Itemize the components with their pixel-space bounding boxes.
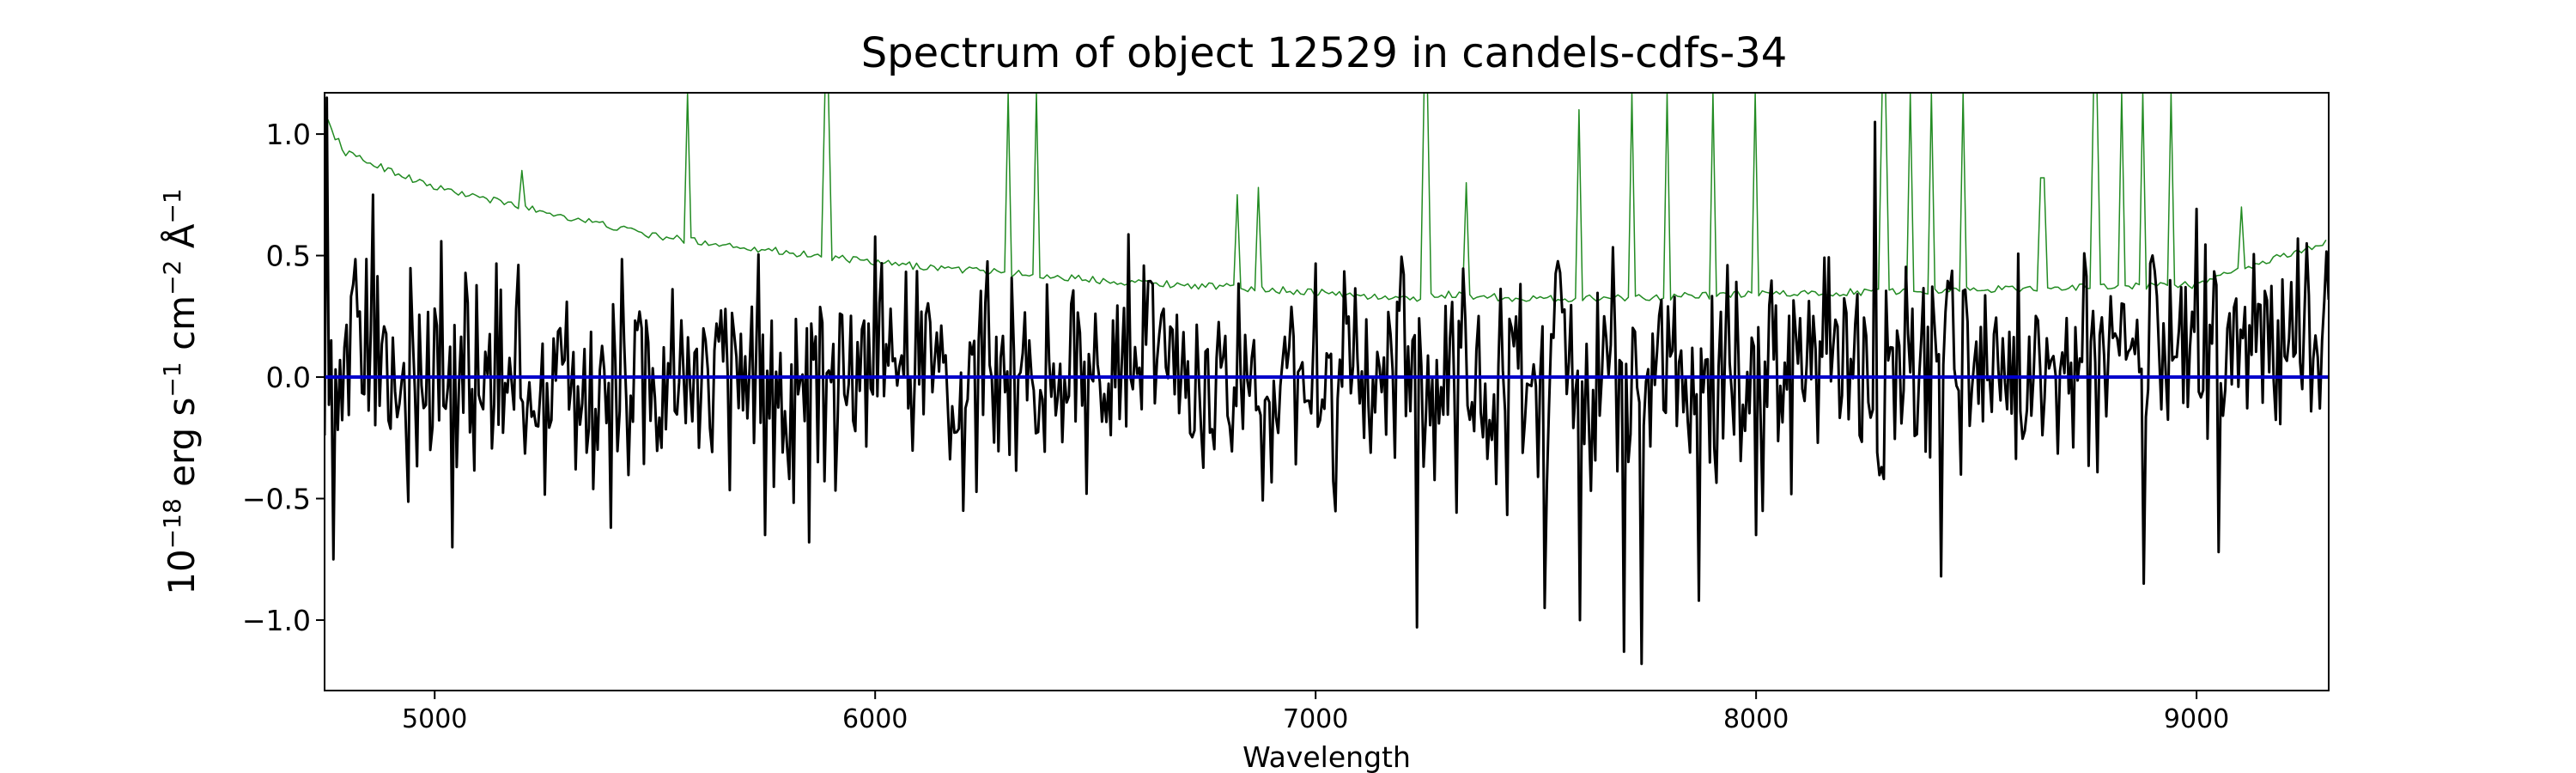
plot-area	[325, 93, 2329, 666]
x-tick-label: 5000	[402, 704, 467, 734]
y-axis-label-unit-cm: cm	[161, 295, 203, 362]
x-axis-ticks: 5000 6000 7000 8000 9000	[402, 691, 2229, 734]
flux-series	[325, 96, 2329, 666]
y-tick-label: −0.5	[242, 482, 311, 515]
plot-frame	[324, 92, 2330, 691]
x-tick-label: 8000	[1723, 704, 1789, 734]
chart-title: Spectrum of object 12529 in candels-cdfs…	[861, 29, 1788, 77]
y-axis-label: 10−18 erg s−1 cm−2 Å−1	[158, 188, 203, 594]
y-axis-ticks: 1.0 0.5 0.0 −0.5 −1.0	[242, 118, 325, 637]
y-axis-label-exp-1: −18	[158, 498, 186, 549]
x-tick-label: 7000	[1283, 704, 1348, 734]
y-tick-label: 0.0	[266, 361, 311, 394]
y-axis-label-exp-2: −1	[158, 362, 186, 397]
flux-line	[325, 96, 2329, 666]
x-axis-label: Wavelength	[1242, 740, 1411, 773]
y-tick-label: −1.0	[242, 604, 311, 637]
y-axis-label-exp-4: −1	[158, 188, 186, 223]
y-axis-label-base: 10	[161, 549, 203, 594]
y-axis-label-unit-angstrom: Å	[160, 223, 203, 259]
x-tick-label: 6000	[842, 704, 908, 734]
x-tick-label: 9000	[2164, 704, 2229, 734]
y-axis-label-exp-3: −2	[158, 260, 186, 295]
noise-series	[325, 93, 2327, 303]
y-axis-label-unit-erg-s: erg s	[161, 398, 203, 499]
noise-line	[325, 93, 2327, 303]
y-tick-label: 0.5	[266, 240, 311, 273]
y-tick-label: 1.0	[266, 118, 311, 151]
